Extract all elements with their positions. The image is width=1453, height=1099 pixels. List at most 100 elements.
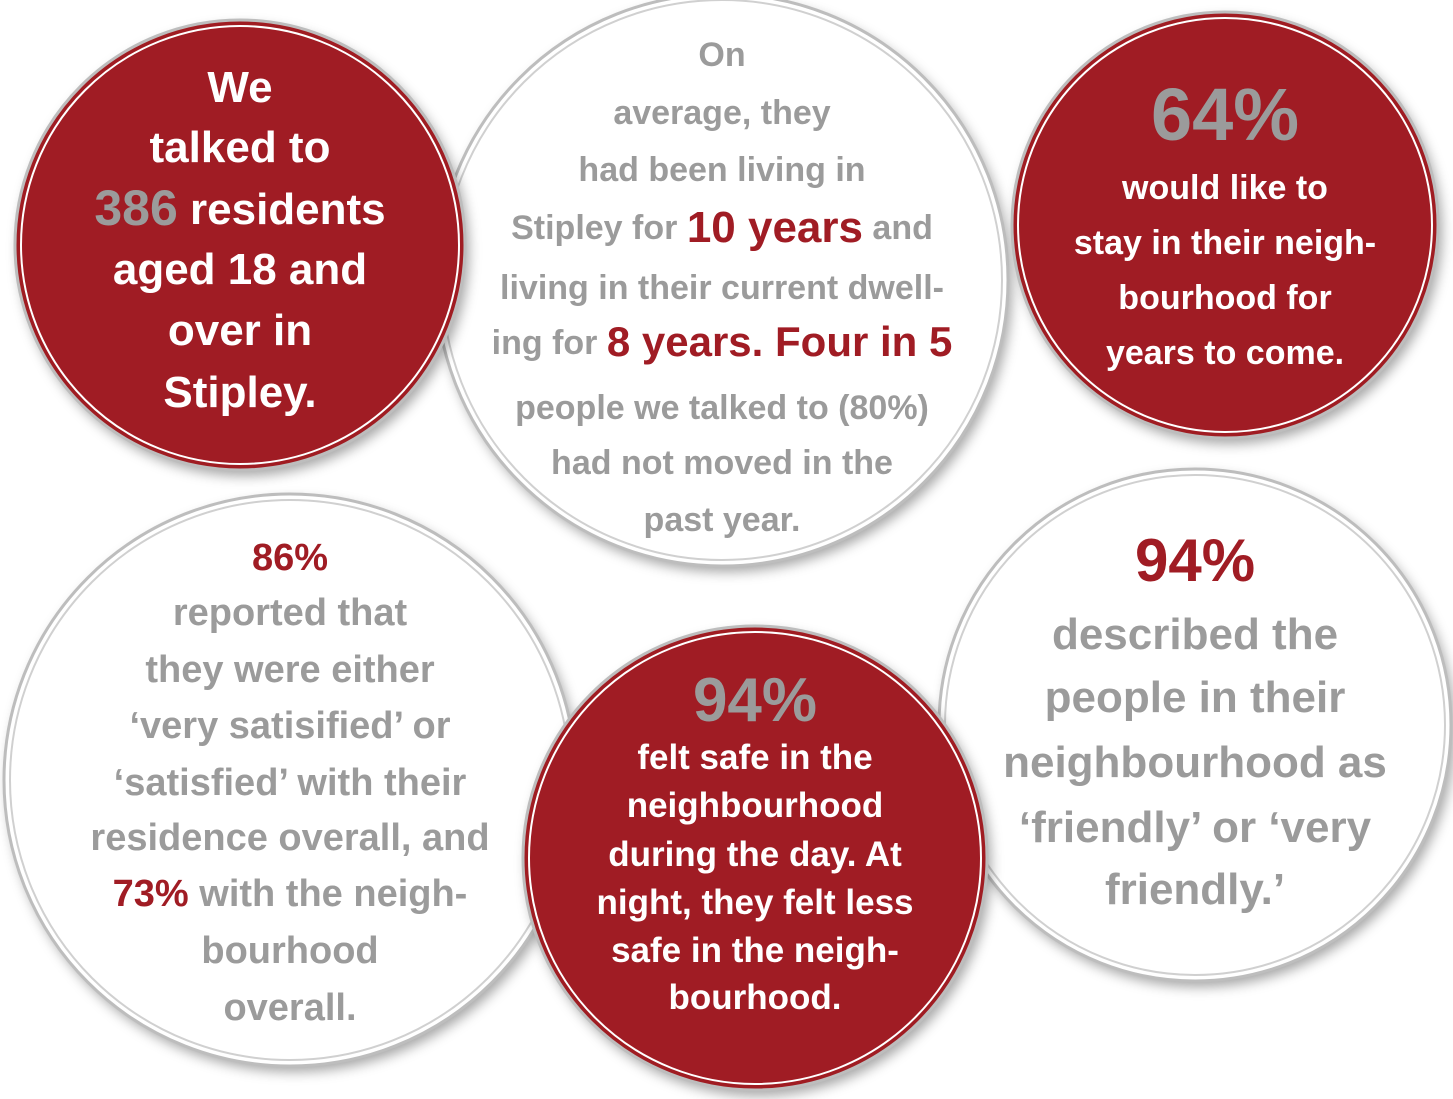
body-text: had not moved in the <box>551 444 893 482</box>
text-line: friendly.’ <box>1105 865 1285 914</box>
circle-card: On average, they had been living in Stipley… <box>434 0 1010 568</box>
text-line: On <box>698 36 745 74</box>
text-line: had been living in <box>578 151 865 189</box>
body-text: they were either <box>145 649 435 691</box>
body-text: past year. <box>644 501 801 539</box>
text-line: bourhood for <box>1118 279 1331 317</box>
text-line: over in <box>168 306 312 355</box>
text-line: talked to <box>150 123 331 172</box>
highlight-text: 10 years <box>687 203 863 252</box>
text-line: neighbourhood <box>627 786 884 825</box>
circle-card: 64% would like to stay in their neigh-bour… <box>1010 10 1440 440</box>
body-text: ing for <box>492 324 607 362</box>
text-line: past year. <box>644 501 801 539</box>
text-line: people we talked to (80%) <box>515 389 929 427</box>
text-line: We <box>207 63 272 112</box>
text-line: ‘friendly’ or ‘very <box>1019 803 1372 852</box>
text-line: ‘very satisified’ or <box>129 705 450 747</box>
body-text: bourhood for <box>1118 279 1331 317</box>
text-line: would like to <box>1121 169 1328 207</box>
circle-inner-ring <box>1017 17 1433 433</box>
body-text: residents <box>178 185 386 234</box>
text-line: residence overall, and <box>90 817 489 859</box>
text-line: 94% <box>693 666 817 735</box>
body-text: neighbourhood as <box>1003 738 1387 787</box>
text-line: they were either <box>145 649 435 691</box>
body-text: described the <box>1052 610 1338 659</box>
circle-outer-ring <box>521 624 989 1092</box>
body-text: living in their current dwell- <box>500 269 944 307</box>
text-line: ing for 8 years. Four in 5 <box>492 318 953 365</box>
body-text: We <box>207 63 272 112</box>
text-line: average, they <box>613 94 830 132</box>
body-text: average, they <box>613 94 830 132</box>
text-line: night, they felt less <box>597 883 914 922</box>
body-text: residence overall, and <box>90 817 489 859</box>
body-text: reported that <box>173 592 408 634</box>
text-line: bourhood. <box>668 978 841 1017</box>
text-line: living in their current dwell- <box>500 269 944 307</box>
body-text: On <box>698 36 745 74</box>
body-text: bourhood <box>201 930 378 972</box>
text-line: neighbourhood as <box>1003 738 1387 787</box>
body-text: ‘satisfied’ with their <box>114 762 467 804</box>
body-text: stay in their neigh- <box>1074 224 1376 262</box>
body-text: Stipley. <box>163 368 316 417</box>
highlight-text: 64% <box>1151 73 1299 156</box>
body-text: and <box>863 209 933 247</box>
text-line: 86% <box>252 537 328 579</box>
body-text: bourhood. <box>668 978 841 1017</box>
body-text: over in <box>168 306 312 355</box>
circle-inner-ring <box>20 25 460 465</box>
body-text: people we talked to (80%) <box>515 389 929 427</box>
body-text: night, they felt less <box>597 883 914 922</box>
text-line: years to come. <box>1106 334 1344 372</box>
body-text: ‘friendly’ or ‘very <box>1019 803 1372 852</box>
highlight-text: 94% <box>693 666 817 735</box>
body-text: Stipley for <box>511 209 687 247</box>
body-text: during the day. At <box>608 835 902 874</box>
text-line: 94% <box>1135 527 1255 594</box>
circle-outer-ring <box>13 18 467 472</box>
body-text: aged 18 and <box>113 245 367 294</box>
highlight-text: 8 years. Four in 5 <box>607 318 952 365</box>
circle-card: 86% reported that they were either ‘very sa… <box>2 492 578 1068</box>
circle-outer-ring <box>1010 10 1440 440</box>
text-line: 64% <box>1151 73 1299 156</box>
body-text: people in their <box>1045 673 1346 722</box>
text-line: described the <box>1052 610 1338 659</box>
highlight-text: 386 <box>94 180 177 236</box>
text-line: bourhood <box>201 930 378 972</box>
body-text: ‘very satisified’ or <box>129 705 450 747</box>
text-line: had not moved in the <box>551 444 893 482</box>
text-line: felt safe in the <box>637 738 872 777</box>
text-line: Stipley. <box>163 368 316 417</box>
circle-card: We talked to 386 residents aged 18 and over … <box>13 18 467 472</box>
text-line: safe in the neigh- <box>611 931 899 970</box>
body-text: safe in the neigh- <box>611 931 899 970</box>
highlight-text: 86% <box>252 537 328 579</box>
body-text: talked to <box>150 123 331 172</box>
circle-card: 94% described the people in their neighbour… <box>937 467 1453 983</box>
body-text: felt safe in the <box>637 738 872 777</box>
text-line: stay in their neigh- <box>1074 224 1376 262</box>
highlight-text: 73% <box>113 873 189 915</box>
circle-card: 94%felt safe in the neighbourhood during t… <box>521 624 989 1092</box>
body-text: years to come. <box>1106 334 1344 372</box>
body-text: neighbourhood <box>627 786 884 825</box>
body-text: with the neigh- <box>189 873 468 915</box>
text-line: Stipley for 10 years and <box>511 203 933 252</box>
text-line: 386 residents <box>94 180 385 236</box>
text-line: reported that <box>173 592 408 634</box>
highlight-text: 94% <box>1135 527 1255 594</box>
text-line: 73% with the neigh- <box>113 873 468 915</box>
body-text: would like to <box>1121 169 1328 207</box>
text-line: ‘satisfied’ with their <box>114 762 467 804</box>
text-line: aged 18 and <box>113 245 367 294</box>
text-line: people in their <box>1045 673 1346 722</box>
text-line: overall. <box>223 987 356 1029</box>
body-text: had been living in <box>578 151 865 189</box>
body-text: overall. <box>223 987 356 1029</box>
circle-inner-ring <box>528 631 982 1085</box>
